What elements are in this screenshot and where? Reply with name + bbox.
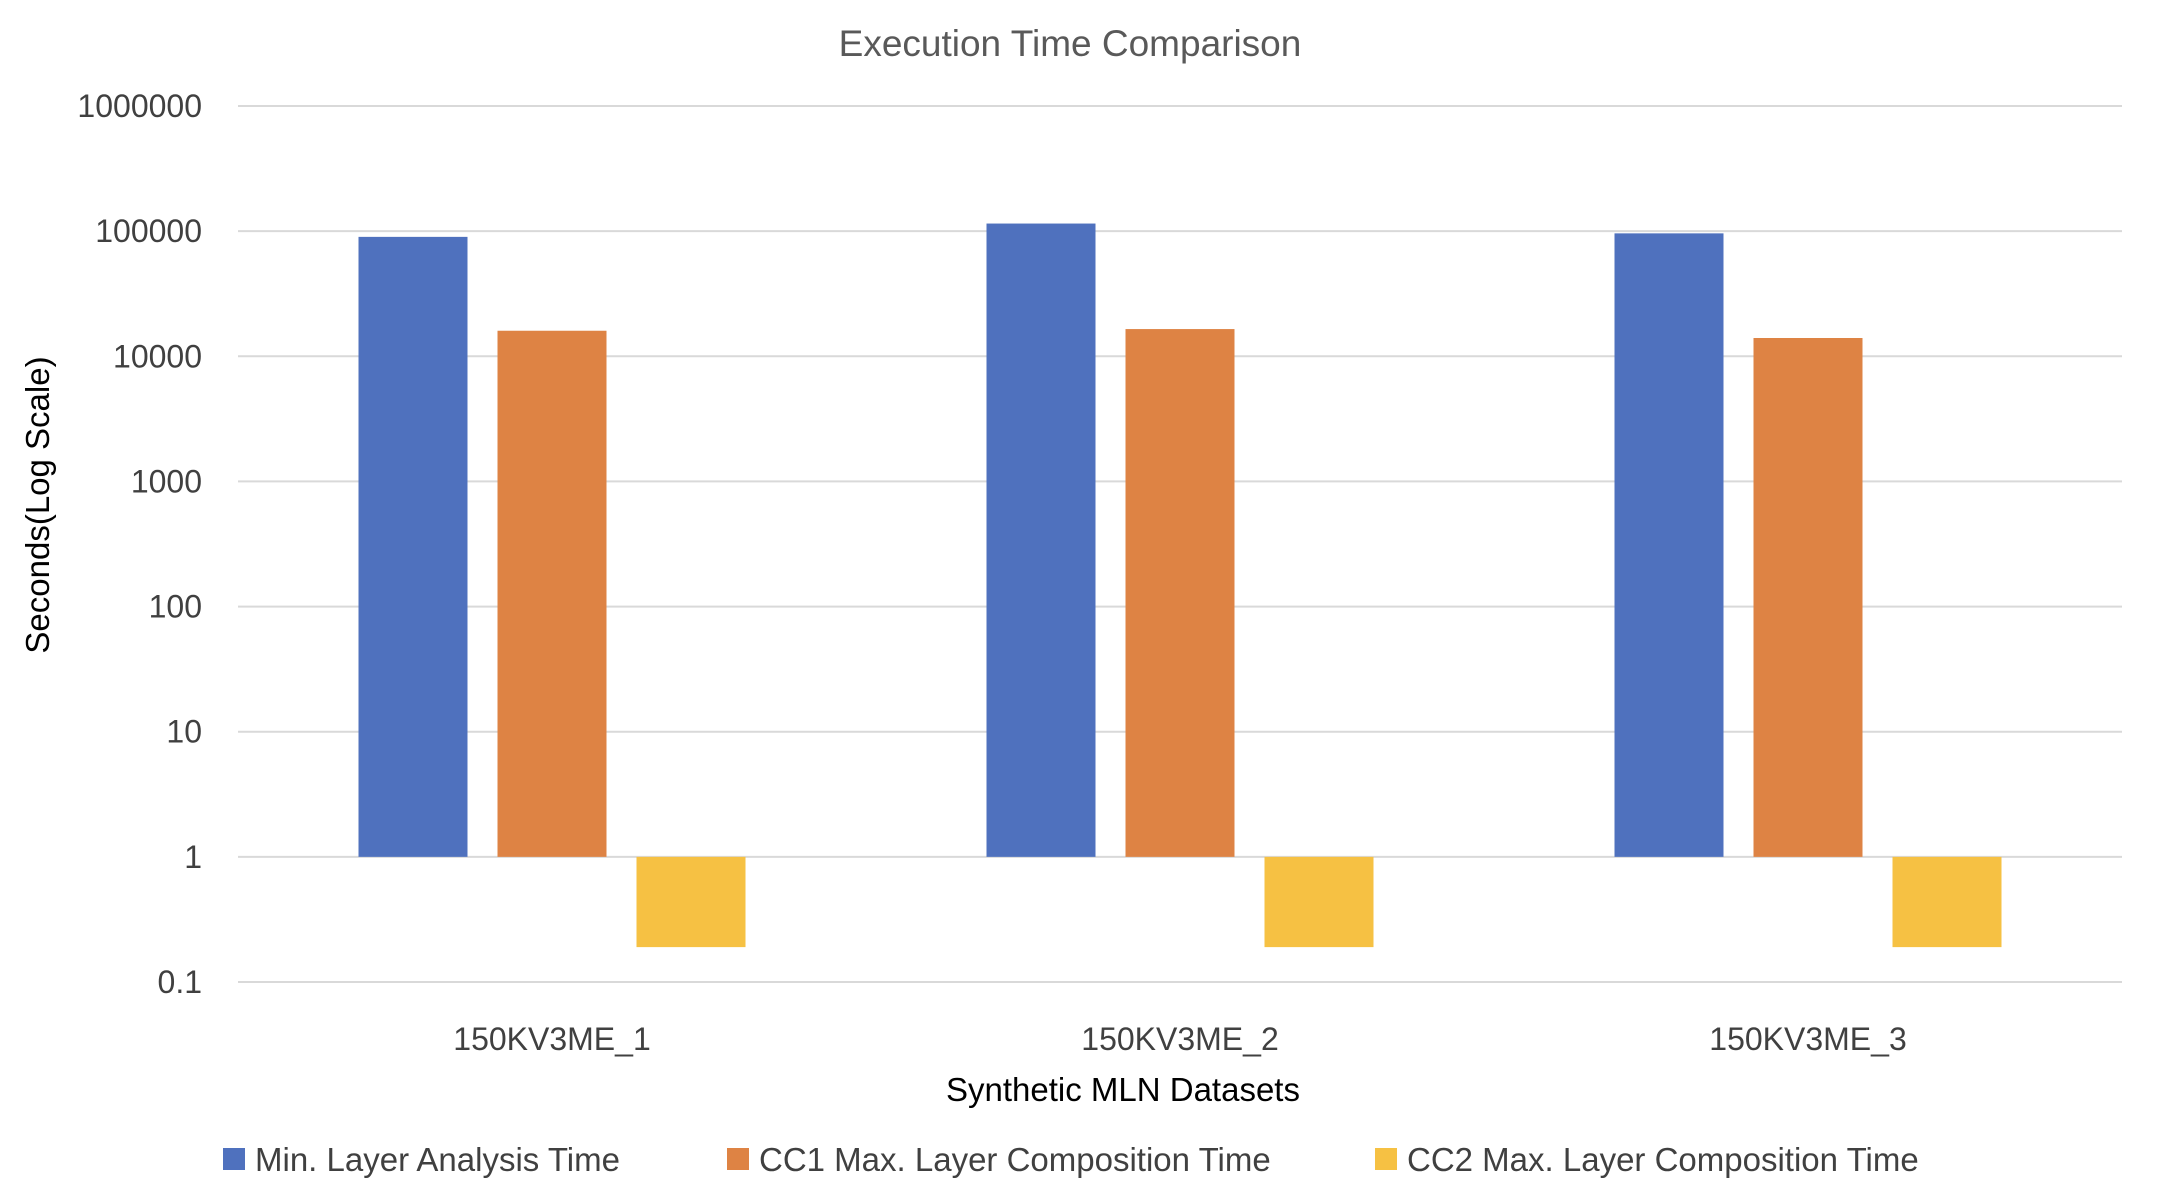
legend-swatch xyxy=(1375,1148,1397,1170)
bar xyxy=(1125,329,1235,857)
x-category-label: 150KV3ME_3 xyxy=(1709,1021,1906,1057)
y-axis-title: Seconds(Log Scale) xyxy=(19,356,56,653)
legend-swatch xyxy=(223,1148,245,1170)
bar xyxy=(497,330,607,857)
bar xyxy=(1753,337,1863,857)
x-axis-title: Synthetic MLN Datasets xyxy=(946,1071,1300,1108)
x-axis-categories: 150KV3ME_1 150KV3ME_2 150KV3ME_3 xyxy=(453,1021,1906,1057)
y-tick-label: 1 xyxy=(184,839,202,875)
y-tick-label: 10 xyxy=(166,714,202,750)
legend-swatch xyxy=(727,1148,749,1170)
bar xyxy=(636,856,746,948)
x-category-label: 150KV3ME_2 xyxy=(1081,1021,1278,1057)
legend-label: CC2 Max. Layer Composition Time xyxy=(1407,1141,1919,1178)
bar xyxy=(1892,856,2002,948)
bar xyxy=(986,223,1096,857)
legend: Min. Layer Analysis Time CC1 Max. Layer C… xyxy=(223,1141,1919,1178)
bar xyxy=(358,236,468,857)
y-tick-label: 100000 xyxy=(95,213,202,249)
legend-label: Min. Layer Analysis Time xyxy=(255,1141,620,1178)
y-tick-label: 1000 xyxy=(131,463,202,499)
legend-label: CC1 Max. Layer Composition Time xyxy=(759,1141,1271,1178)
y-tick-label: 1000000 xyxy=(77,88,202,124)
y-tick-label: 100 xyxy=(149,589,202,625)
bar xyxy=(1264,856,1374,948)
y-tick-label: 0.1 xyxy=(158,964,202,1000)
y-axis-ticks: 1000000 100000 10000 1000 100 10 1 0.1 xyxy=(77,88,202,1000)
chart-title: Execution Time Comparison xyxy=(839,23,1302,64)
bar xyxy=(1614,233,1724,857)
bars xyxy=(358,223,2002,948)
y-tick-label: 10000 xyxy=(113,338,202,374)
x-category-label: 150KV3ME_1 xyxy=(453,1021,650,1057)
